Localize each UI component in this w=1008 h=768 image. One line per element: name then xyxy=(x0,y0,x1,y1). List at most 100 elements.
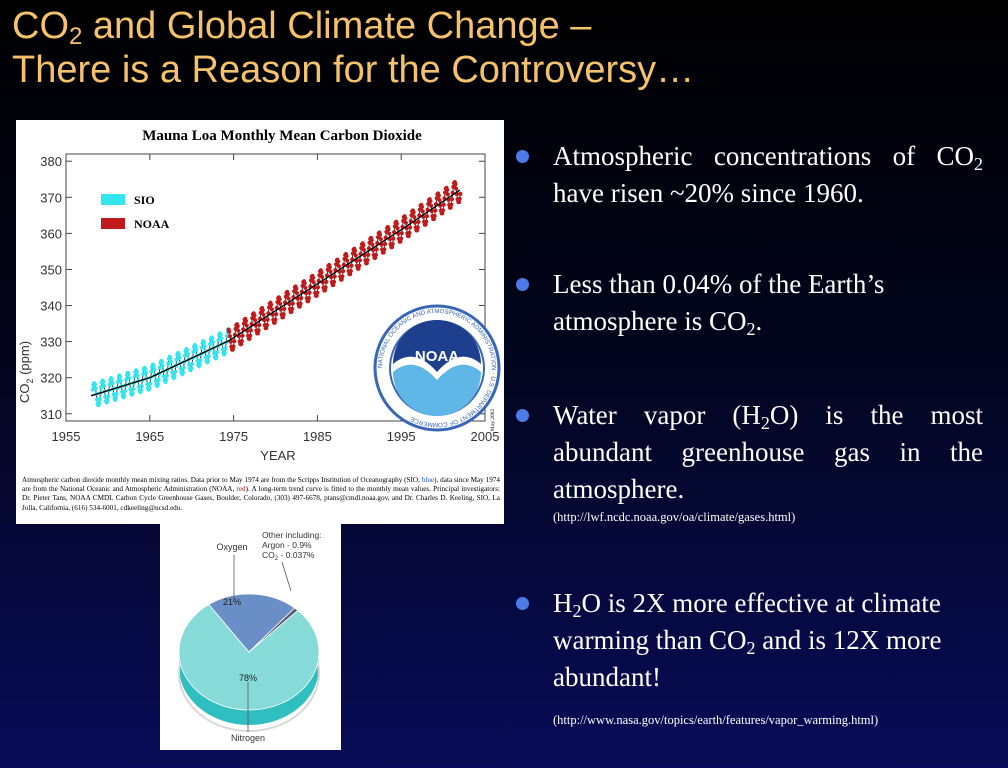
data-point-noaa xyxy=(454,186,459,191)
data-point-noaa xyxy=(419,204,425,209)
data-point-noaa xyxy=(235,324,240,329)
chart-data-layer xyxy=(90,180,463,408)
data-point-noaa xyxy=(253,318,258,323)
data-point-noaa xyxy=(440,208,446,213)
data-point-noaa xyxy=(394,221,399,226)
data-point-noaa xyxy=(361,247,367,253)
data-point-noaa xyxy=(449,197,455,202)
data-point-sio xyxy=(168,355,173,361)
pie-label-oxygen: Oxygen xyxy=(216,542,247,552)
data-point-noaa xyxy=(441,202,446,207)
caption-text: ), data since May 1974 are from the Nati… xyxy=(22,476,500,494)
data-point-noaa xyxy=(307,290,312,295)
data-point-sio xyxy=(97,401,102,406)
data-point-noaa xyxy=(373,252,378,257)
pie-slice-oxygen xyxy=(208,593,296,653)
data-point-sio xyxy=(93,386,98,391)
data-point-sio xyxy=(168,359,174,364)
data-point-noaa xyxy=(395,226,400,231)
data-point-noaa xyxy=(332,274,337,279)
x-tick-label: 1985 xyxy=(303,429,332,444)
data-point-noaa xyxy=(327,265,332,270)
source-citation: (http://lwf.ncdc.noaa.gov/oa/climate/gas… xyxy=(553,510,796,524)
data-point-noaa xyxy=(370,242,375,247)
y-label-subscript: 2 xyxy=(25,379,35,384)
data-point-sio xyxy=(118,374,123,379)
data-point-sio xyxy=(206,354,211,359)
data-point-noaa xyxy=(264,322,270,328)
data-point-noaa xyxy=(340,274,345,279)
bullet-dot xyxy=(516,150,529,163)
pie-side-nitrogen xyxy=(179,652,319,725)
data-point-sio xyxy=(215,350,220,355)
data-point-noaa xyxy=(294,291,300,296)
data-point-noaa xyxy=(407,230,412,235)
x-axis-label: YEAR xyxy=(260,448,295,463)
bullet-text-part: O) is the most abundant greenhouse gas i… xyxy=(553,400,984,504)
data-point-noaa xyxy=(269,302,274,307)
data-point-sio xyxy=(127,376,132,381)
data-point-noaa xyxy=(243,318,249,324)
bullet-text-part: Water vapor (H xyxy=(553,400,761,430)
data-point-sio xyxy=(97,397,102,402)
data-point-sio xyxy=(156,377,161,382)
data-point-noaa xyxy=(424,219,429,224)
data-point-noaa xyxy=(386,227,391,232)
other-leader xyxy=(281,561,292,592)
data-point-noaa xyxy=(449,202,454,207)
data-point-sio xyxy=(155,382,160,387)
chart-legend: SIO NOAA xyxy=(101,193,170,231)
data-point-sio xyxy=(185,351,190,357)
data-point-sio xyxy=(176,352,181,357)
pie-body xyxy=(178,593,320,732)
data-point-noaa xyxy=(361,243,366,248)
data-point-sio xyxy=(160,363,165,368)
data-point-noaa xyxy=(458,191,463,196)
data-point-sio xyxy=(177,355,182,360)
data-point-noaa xyxy=(298,301,303,306)
noaa-logo-sea xyxy=(393,364,481,416)
legend-swatch-noaa xyxy=(101,218,125,229)
data-point-noaa xyxy=(336,264,341,269)
data-point-noaa xyxy=(348,269,353,274)
data-point-sio xyxy=(131,386,136,391)
data-point-sio xyxy=(134,369,139,374)
data-point-noaa xyxy=(391,236,396,241)
data-point-noaa xyxy=(290,301,295,306)
data-point-noaa xyxy=(248,333,253,338)
data-point-noaa xyxy=(286,296,291,301)
data-point-noaa xyxy=(457,196,462,201)
data-point-sio xyxy=(224,334,229,339)
y-tick-label: 350 xyxy=(40,262,62,277)
title-subscript: 2 xyxy=(69,23,83,50)
data-point-noaa xyxy=(282,306,287,311)
y-tick-label: 360 xyxy=(40,226,62,241)
x-tick-label: 1955 xyxy=(52,429,81,444)
data-point-noaa xyxy=(260,308,265,313)
data-point-sio xyxy=(101,383,107,388)
data-point-sio xyxy=(92,382,97,387)
data-point-noaa xyxy=(411,210,416,215)
data-point-noaa xyxy=(374,247,379,252)
data-point-sio xyxy=(205,358,211,363)
data-point-noaa xyxy=(390,241,395,247)
data-point-sio xyxy=(151,363,156,368)
pie-label-nitrogen: Nitrogen xyxy=(231,733,265,743)
title-text: CO xyxy=(12,5,69,47)
data-point-noaa xyxy=(416,219,421,224)
y-tick-label: 320 xyxy=(40,371,62,386)
data-point-sio xyxy=(126,372,131,377)
mauna-loa-chart: Mauna Loa Monthly Mean Carbon Dioxide 31… xyxy=(17,128,501,463)
bullet-dot xyxy=(516,409,529,422)
subscript: 2 xyxy=(974,154,983,174)
chart-frame: 310 320 330 340 350 360 370 380 1955 1965 1975 1985… xyxy=(40,153,499,444)
data-point-sio xyxy=(101,379,106,384)
noaa-logo: NATIONAL OCEANIC AND ATMOSPHERIC ADMINIS… xyxy=(373,304,501,432)
data-point-sio xyxy=(143,370,148,375)
bullet-dot xyxy=(516,597,529,610)
data-point-noaa xyxy=(290,306,295,311)
data-point-sio xyxy=(210,340,215,345)
bullet-text-part: . xyxy=(755,306,763,336)
legend-label-noaa: NOAA xyxy=(134,217,170,231)
y-label-text: (ppm) xyxy=(17,341,32,379)
